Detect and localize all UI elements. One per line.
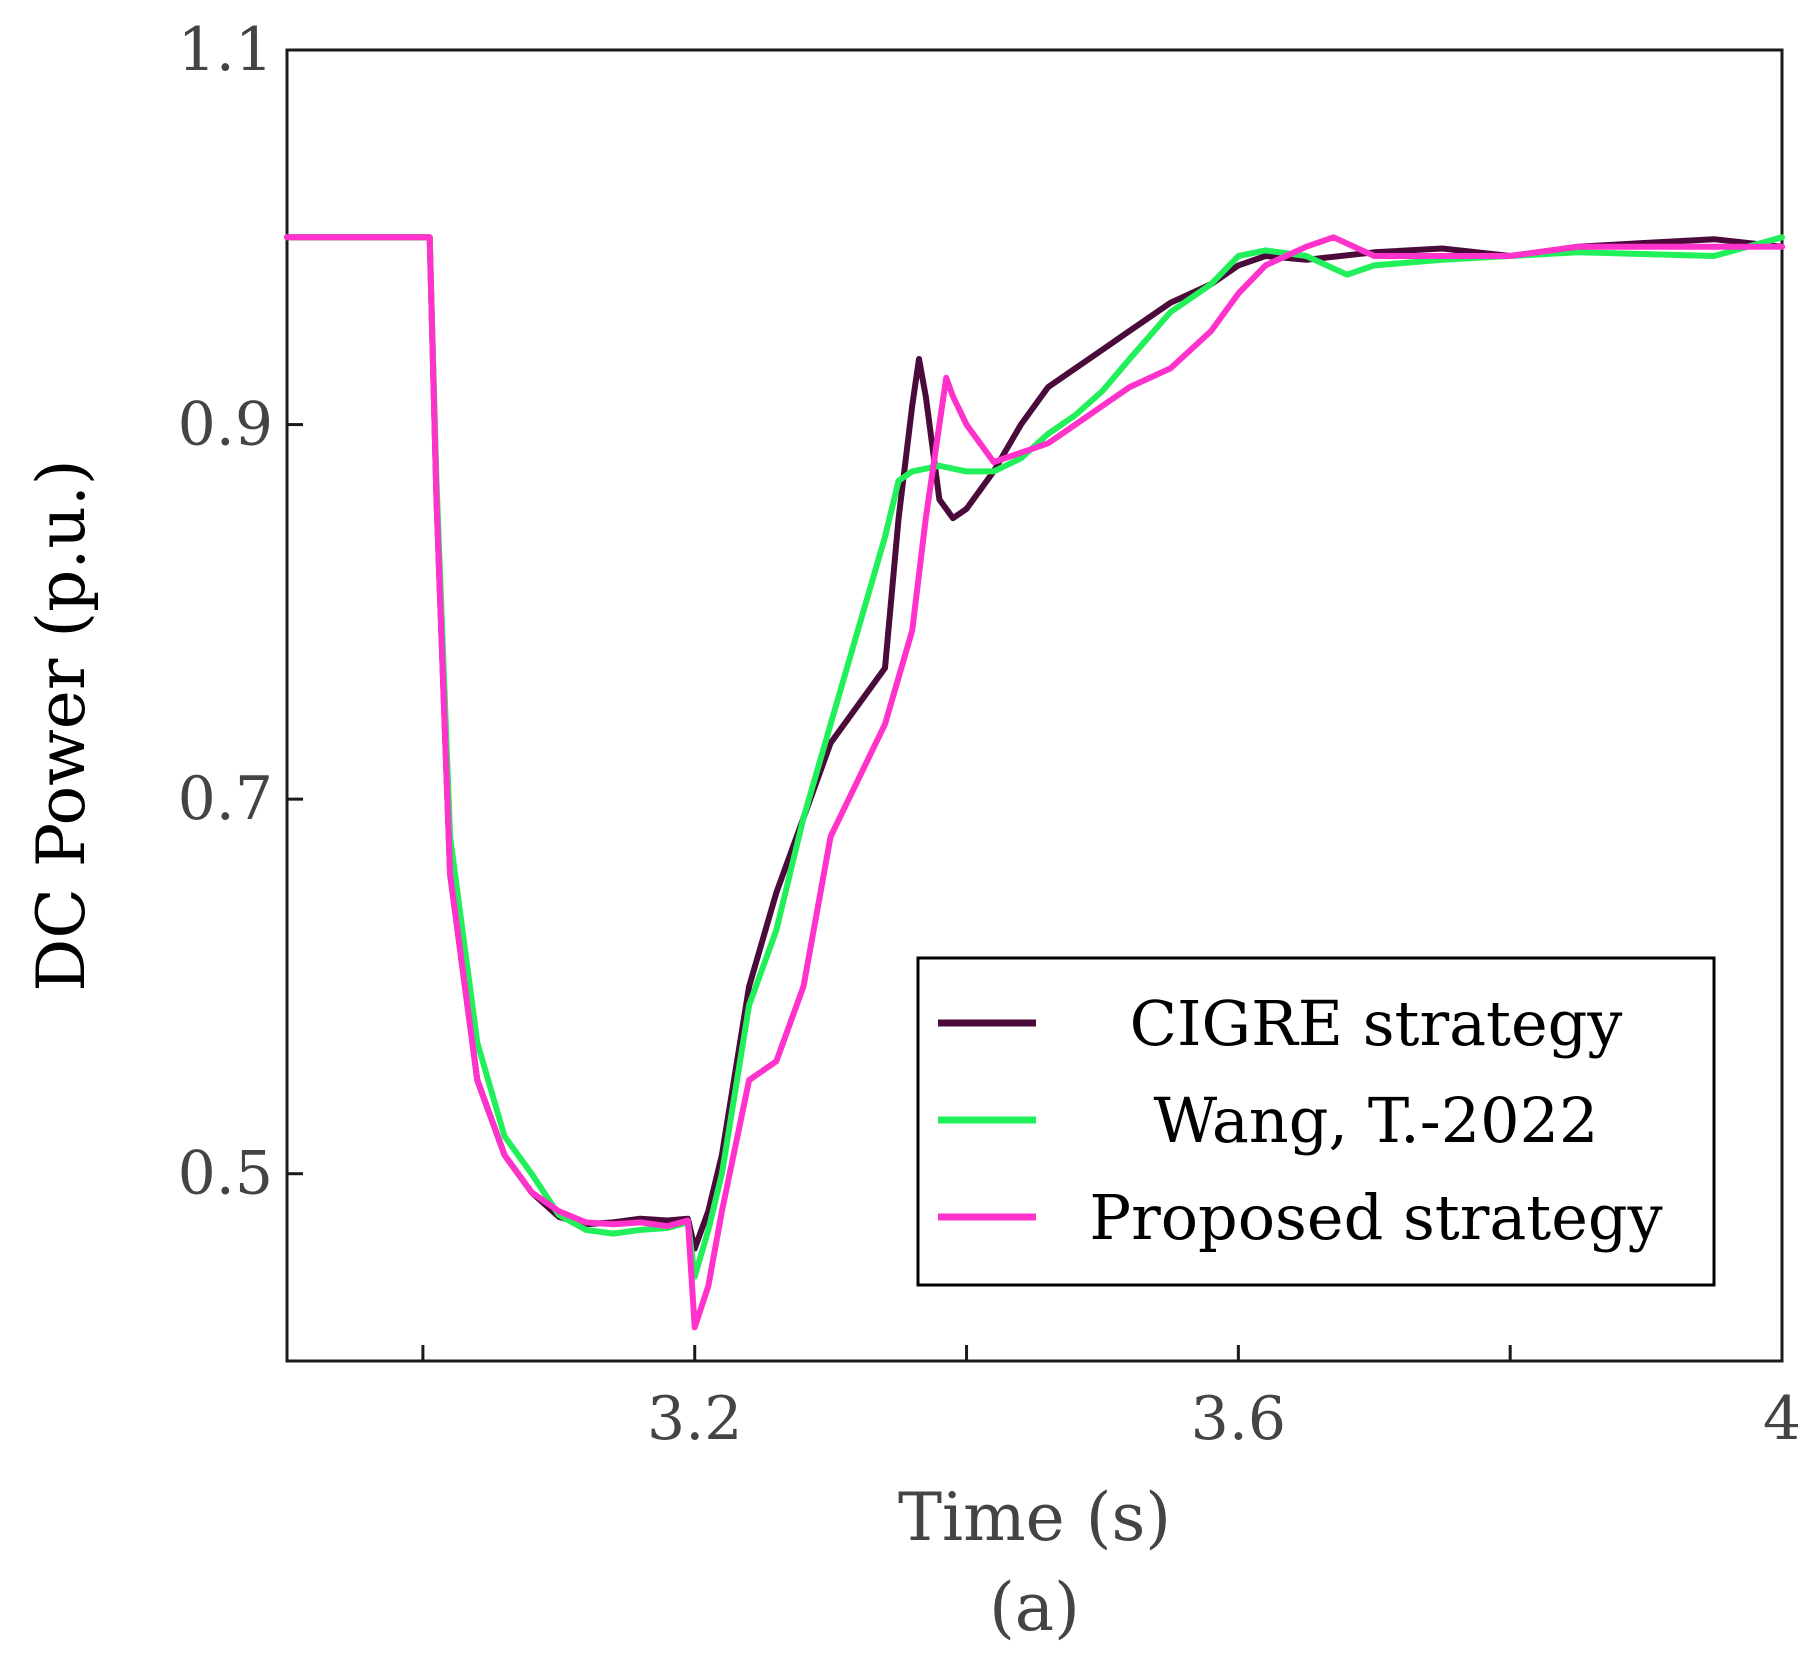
x-axis: 3.2 3.6 4 bbox=[421, 1345, 1801, 1454]
series-layer bbox=[284, 234, 1785, 1331]
legend-label: Wang, T.-2022 bbox=[1153, 1084, 1598, 1157]
plot-frame bbox=[285, 48, 1784, 1363]
x-tick-label: 4 bbox=[1763, 1384, 1801, 1454]
legend-label: CIGRE strategy bbox=[1130, 987, 1623, 1060]
legend: CIGRE strategy Wang, T.-2022 Proposed stra… bbox=[916, 956, 1716, 1287]
x-tick-label: 3.6 bbox=[1191, 1384, 1286, 1454]
y-tick-label: 0.7 bbox=[178, 764, 273, 834]
legend-label: Proposed strategy bbox=[1089, 1181, 1662, 1254]
y-tick-label: 0.9 bbox=[178, 390, 273, 460]
series-line-2 bbox=[284, 234, 1785, 1280]
plot-area bbox=[284, 48, 1785, 1363]
y-tick-label: 1.1 bbox=[178, 15, 273, 85]
figure-caption: (a) bbox=[989, 1569, 1080, 1646]
x-tick-label: 3.2 bbox=[647, 1384, 742, 1454]
legend-box bbox=[916, 956, 1716, 1287]
series-line-3 bbox=[284, 234, 1785, 1331]
y-tick-label: 0.5 bbox=[178, 1139, 273, 1209]
legend-items: CIGRE strategy Wang, T.-2022 Proposed stra… bbox=[938, 987, 1663, 1254]
x-axis-title: Time (s) bbox=[898, 1479, 1171, 1556]
y-axis: 0.5 0.7 0.9 1.1 bbox=[178, 15, 303, 1209]
y-axis-title: DC Power (p.u.) bbox=[23, 459, 100, 991]
